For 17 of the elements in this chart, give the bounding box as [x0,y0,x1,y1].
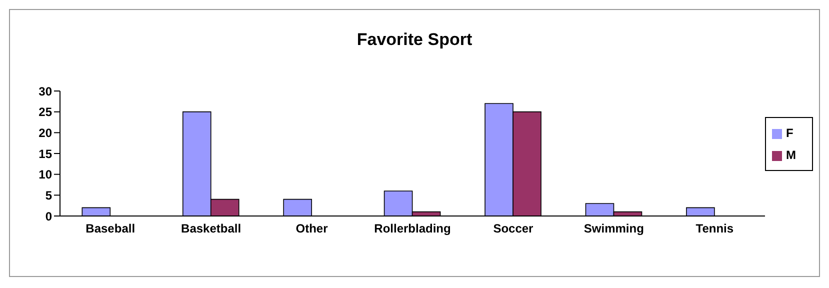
x-tick-label: Swimming [584,222,644,236]
y-tick-label: 15 [38,146,52,161]
y-tick-label: 30 [38,84,52,98]
x-tick-label: Baseball [86,222,136,236]
x-tick-label: Basketball [181,222,242,236]
y-tick-label: 20 [38,126,52,140]
y-tick-label: 5 [45,188,52,202]
y-tick-label: 10 [38,168,52,182]
legend-label: F [786,126,794,140]
x-tick-label: Soccer [493,222,534,236]
x-tick-label: Rollerblading [374,222,451,236]
y-tick-label: 25 [38,105,52,120]
legend-label: M [786,148,796,162]
x-tick-label: Other [296,222,328,236]
x-tick-label: Tennis [696,222,734,236]
chart-title: Favorite Sport [356,30,474,50]
y-tick-label: 0 [45,209,52,224]
